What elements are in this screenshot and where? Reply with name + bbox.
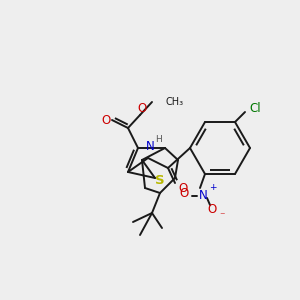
Text: H: H xyxy=(156,136,162,145)
Text: O: O xyxy=(137,101,147,115)
Text: Cl: Cl xyxy=(249,101,261,115)
Text: O: O xyxy=(207,203,217,217)
Text: S: S xyxy=(155,173,165,187)
Text: O: O xyxy=(179,188,189,200)
Text: O: O xyxy=(101,113,111,127)
Text: CH₃: CH₃ xyxy=(166,97,184,107)
Text: N: N xyxy=(146,140,154,154)
Text: ⁻: ⁻ xyxy=(219,211,225,221)
Text: N: N xyxy=(199,190,207,202)
Text: +: + xyxy=(209,184,217,193)
Text: O: O xyxy=(178,182,188,194)
